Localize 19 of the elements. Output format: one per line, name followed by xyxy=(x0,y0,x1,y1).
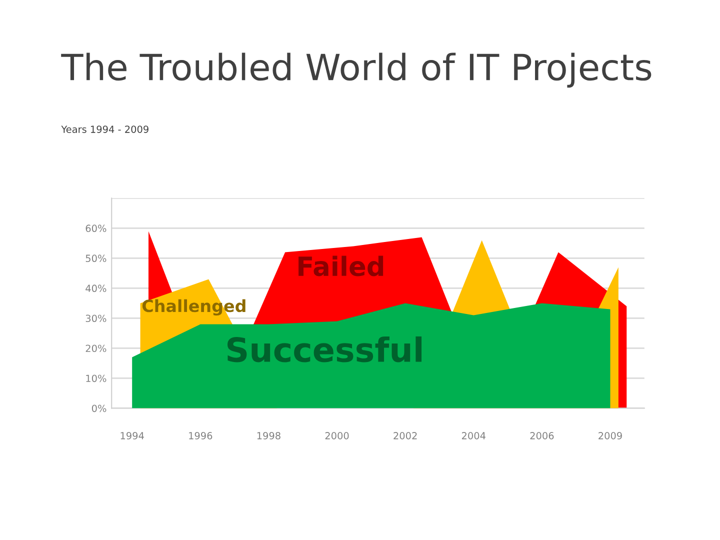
x-tick-label: 2009 xyxy=(598,432,622,440)
chart-title: The Troubled World of IT Projects xyxy=(61,52,652,88)
chart-subtitle: Years 1994 - 2009 xyxy=(61,126,148,133)
x-tick-label: 2006 xyxy=(530,432,554,440)
x-tick-label: 1998 xyxy=(257,432,280,440)
y-tick-label: 0% xyxy=(92,404,106,412)
x-tick-label: 1996 xyxy=(189,432,212,440)
y-tick-label: 30% xyxy=(86,314,106,322)
y-tick-label: 60% xyxy=(86,224,106,232)
x-tick-label: 2000 xyxy=(325,432,349,440)
y-tick-label: 20% xyxy=(86,344,106,352)
x-tick-label: 2002 xyxy=(394,432,417,440)
y-tick-label: 10% xyxy=(86,374,106,382)
series-label: Successful xyxy=(228,336,422,362)
series-label: Failed xyxy=(298,256,384,276)
x-tick-label: 1994 xyxy=(120,432,144,440)
y-tick-label: 50% xyxy=(86,254,106,262)
x-tick-label: 2004 xyxy=(462,432,486,440)
y-tick-label: 40% xyxy=(86,284,106,292)
